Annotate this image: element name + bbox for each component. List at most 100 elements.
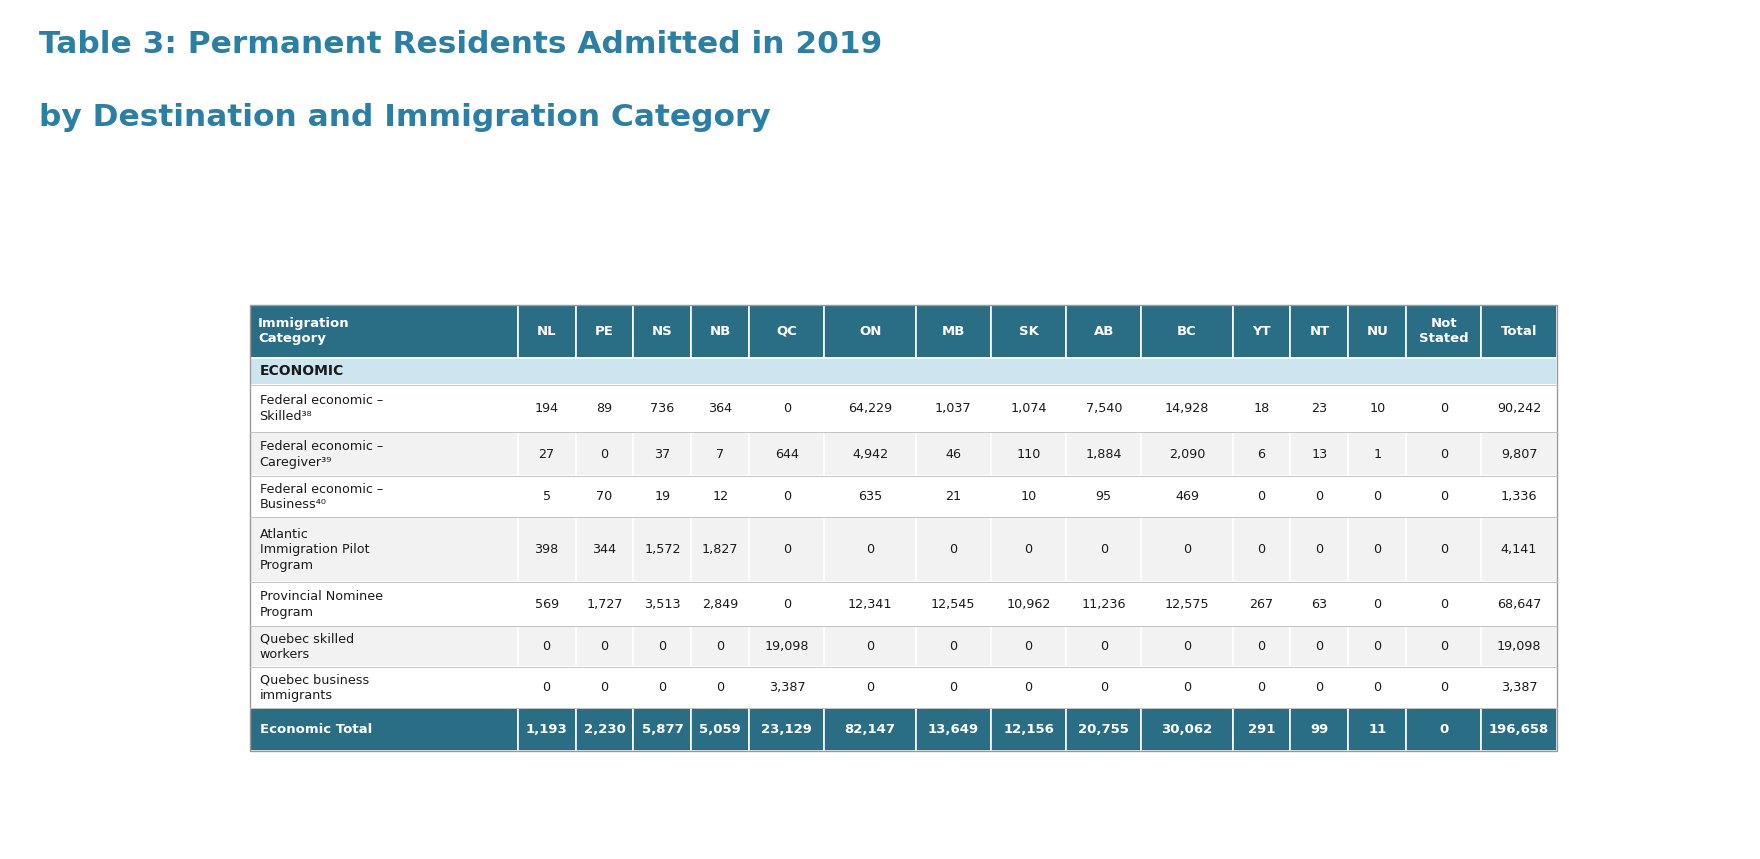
Bar [750, 626, 824, 667]
Bar [824, 582, 915, 626]
Bar [1067, 626, 1142, 667]
Bar [576, 708, 634, 752]
Text: 0: 0 [600, 681, 609, 694]
Text: 0: 0 [1100, 640, 1107, 654]
Text: Economic Total: Economic Total [259, 723, 371, 736]
Text: 11,236: 11,236 [1082, 598, 1126, 611]
Bar [824, 305, 915, 357]
Text: 30,062: 30,062 [1162, 723, 1213, 736]
Text: 12,575: 12,575 [1165, 598, 1209, 611]
Text: 0: 0 [866, 544, 875, 557]
Bar [1142, 582, 1232, 626]
Bar [915, 477, 991, 517]
Bar [692, 626, 750, 667]
Bar [517, 517, 576, 582]
Bar [915, 667, 991, 708]
Bar [1142, 432, 1232, 477]
Text: 0: 0 [1373, 681, 1382, 694]
Bar [1142, 708, 1232, 752]
Text: 0: 0 [1315, 490, 1324, 503]
Bar [1142, 477, 1232, 517]
Text: 99: 99 [1309, 723, 1329, 736]
Text: YT: YT [1251, 325, 1271, 338]
Text: NL: NL [537, 325, 556, 338]
Text: 5,059: 5,059 [699, 723, 741, 736]
Text: 10,962: 10,962 [1007, 598, 1051, 611]
Text: 0: 0 [1440, 402, 1448, 415]
Text: Not
Stated: Not Stated [1419, 317, 1468, 345]
Bar [1142, 517, 1232, 582]
Bar [1406, 626, 1482, 667]
Text: by Destination and Immigration Category: by Destination and Immigration Category [39, 103, 771, 132]
Bar [1290, 305, 1348, 357]
Text: Immigration
Category: Immigration Category [259, 317, 350, 345]
Text: Federal economic –
Skilled³⁸: Federal economic – Skilled³⁸ [259, 394, 384, 423]
Bar [1232, 305, 1290, 357]
Bar [991, 305, 1067, 357]
Text: 23,129: 23,129 [762, 723, 813, 736]
Text: 0: 0 [949, 681, 957, 694]
Text: 1,827: 1,827 [702, 544, 739, 557]
Bar [1482, 626, 1556, 667]
Bar [1406, 667, 1482, 708]
Text: 0: 0 [1100, 544, 1107, 557]
Text: 0: 0 [600, 640, 609, 654]
Bar [1232, 667, 1290, 708]
Text: 1: 1 [1373, 448, 1382, 461]
Text: 5: 5 [542, 490, 551, 503]
Text: 11: 11 [1368, 723, 1387, 736]
Text: 1,193: 1,193 [526, 723, 567, 736]
Text: NB: NB [709, 325, 730, 338]
Bar [991, 708, 1067, 752]
Bar [250, 385, 517, 432]
Bar [692, 385, 750, 432]
Bar [1348, 385, 1406, 432]
Bar [1406, 517, 1482, 582]
Text: 0: 0 [716, 681, 725, 694]
Text: Atlantic
Immigration Pilot
Program: Atlantic Immigration Pilot Program [259, 527, 370, 572]
Bar [915, 432, 991, 477]
Bar [250, 626, 517, 667]
Text: 0: 0 [1257, 681, 1265, 694]
Text: 0: 0 [1440, 490, 1448, 503]
Text: SK: SK [1019, 325, 1038, 338]
Bar [915, 708, 991, 752]
Text: ON: ON [859, 325, 882, 338]
Text: 0: 0 [783, 598, 790, 611]
Bar [1067, 667, 1142, 708]
Bar [1290, 385, 1348, 432]
Text: 12,545: 12,545 [931, 598, 975, 611]
Text: 0: 0 [1373, 640, 1382, 654]
Text: 0: 0 [1440, 598, 1448, 611]
Bar [991, 385, 1067, 432]
Bar [250, 582, 517, 626]
Bar [250, 305, 517, 357]
Bar [1067, 477, 1142, 517]
Bar [824, 517, 915, 582]
Text: 7,540: 7,540 [1086, 402, 1123, 415]
Bar [1406, 432, 1482, 477]
Text: 21: 21 [945, 490, 961, 503]
Bar [1067, 582, 1142, 626]
Bar [1482, 477, 1556, 517]
Text: 0: 0 [1440, 723, 1448, 736]
Bar [750, 432, 824, 477]
Text: 635: 635 [857, 490, 882, 503]
Text: 10: 10 [1021, 490, 1037, 503]
Text: 0: 0 [542, 640, 551, 654]
Bar [576, 626, 634, 667]
Bar [634, 517, 692, 582]
Bar [750, 305, 824, 357]
Bar [750, 667, 824, 708]
Bar [250, 357, 1558, 385]
Bar [250, 667, 517, 708]
Bar [1067, 305, 1142, 357]
Bar [576, 305, 634, 357]
Text: 12: 12 [713, 490, 729, 503]
Text: 6: 6 [1257, 448, 1265, 461]
Bar [517, 582, 576, 626]
Bar [517, 708, 576, 752]
Text: Provincial Nominee
Program: Provincial Nominee Program [259, 590, 382, 618]
Text: 0: 0 [1373, 598, 1382, 611]
Bar [915, 582, 991, 626]
